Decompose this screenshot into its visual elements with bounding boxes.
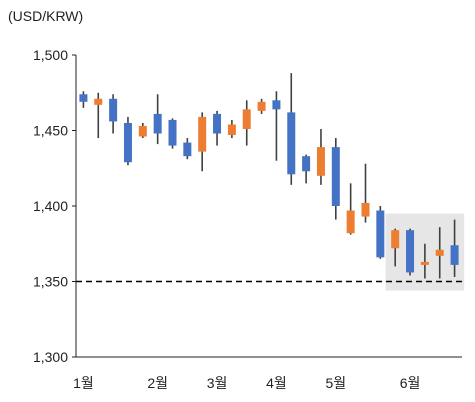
y-tick-label: 1,450 [33, 123, 68, 139]
candle-body-up [316, 147, 325, 176]
candle-body-down [109, 98, 118, 122]
candle-body-up [227, 124, 236, 136]
candle-body-down [79, 94, 88, 102]
label-layer: 1,300 1,350 1,400 1,450 1,500 1월 2월 3월 4월 5월 6월 [33, 47, 420, 391]
y-axis-unit-label: (USD/KRW) [8, 8, 84, 24]
candle-body-down [376, 210, 385, 258]
candle-body-up [420, 261, 429, 265]
x-tick-label: 4월 [266, 375, 287, 391]
y-tick-label: 1,500 [33, 47, 68, 63]
candle-body-down [213, 113, 222, 134]
candle-body-up [242, 109, 251, 129]
x-tick-label: 2월 [147, 375, 168, 391]
candle-body-up [257, 101, 266, 111]
candle-body-up [346, 210, 355, 234]
candle-body-up [435, 249, 444, 256]
x-tick-label: 6월 [400, 375, 421, 391]
candle-body-down [302, 156, 311, 172]
y-tick-label: 1,350 [33, 274, 68, 290]
candle-body-up [198, 116, 207, 152]
candle-body-up [94, 98, 103, 105]
candle-body-down [331, 147, 340, 206]
x-tick-label: 3월 [207, 375, 228, 391]
candle-body-up [361, 202, 370, 217]
y-tick-label: 1,400 [33, 198, 68, 214]
candle-body-up [138, 125, 147, 137]
candle-body-down [123, 122, 132, 163]
candle-body-down [287, 112, 296, 175]
candle-body-down [183, 142, 192, 157]
candle-layer [79, 73, 459, 279]
axis-layer [72, 54, 462, 358]
y-tick-label: 1,300 [33, 349, 68, 365]
candle-body-down [153, 113, 162, 134]
x-tick-label: 1월 [73, 375, 94, 391]
candle-body-down [450, 245, 459, 265]
candle-body-down [406, 230, 415, 273]
candle-body-down [272, 100, 281, 110]
x-tick-label: 5월 [325, 375, 346, 391]
candle-body-up [391, 230, 400, 249]
candle-body-down [168, 119, 177, 146]
